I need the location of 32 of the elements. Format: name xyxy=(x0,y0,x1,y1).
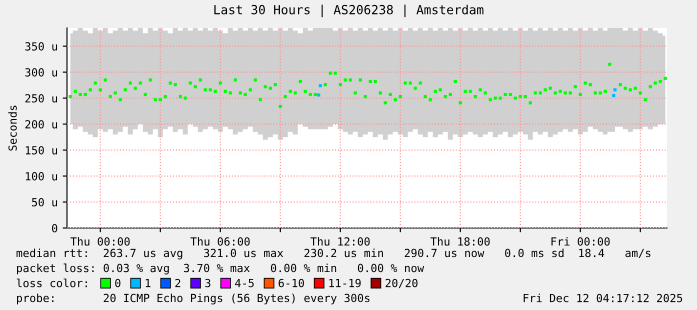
point xyxy=(612,94,616,98)
point xyxy=(317,93,320,97)
legend-label: 4-5 xyxy=(235,278,254,288)
y-tick-label: 150 u xyxy=(26,146,57,154)
x-tick-label: Thu 00:00 xyxy=(70,237,130,246)
legend-label: 1 xyxy=(146,278,150,288)
x-tick-label: Fri 00:00 xyxy=(551,237,610,246)
legend-label: 11-19 xyxy=(329,278,361,288)
legend-label: 3 xyxy=(205,278,210,288)
y-tick-label: 200 u xyxy=(25,120,57,129)
x-tick-label: Thu 12:00 xyxy=(310,237,370,246)
y-tick-label: 250 u xyxy=(25,94,57,103)
text: median rtt: 263.7 us avg 321.0 us max 230.2 us min 290.7 us now 0.0 ms sd 18.4 am/s xyxy=(16,248,650,260)
point xyxy=(613,88,617,92)
legend-title: loss color: xyxy=(16,278,87,288)
point xyxy=(318,84,322,88)
y-tick-label: 350 u xyxy=(25,42,57,51)
legend-label: 20/20 xyxy=(386,278,418,288)
y-axis-title: Seconds xyxy=(8,106,17,151)
y-tick-label: 50 u xyxy=(32,198,57,206)
x-tick-label: Thu 06:00 xyxy=(190,237,250,246)
text: probe: 20 ICMP Echo Pings (56 Bytes) every 300s xyxy=(17,294,370,304)
x-tick-label: Thu 18:00 xyxy=(430,237,490,246)
chart-title: Last 30 Hours | AS206238 | Amsterdam xyxy=(214,4,484,18)
y-tick-label: 100 u xyxy=(26,172,57,180)
legend-label: 6-10 xyxy=(278,278,304,288)
text: Fri Dec 12 04:17:12 2025 xyxy=(524,294,682,302)
legend-label: 2 xyxy=(175,278,180,288)
y-tick-label: 300 u xyxy=(25,68,57,77)
text: packet loss: 0.03 % avg 3.70 % max 0.00 % min 0.00 % now xyxy=(17,264,424,274)
y-tick-label: 0 xyxy=(52,224,58,232)
legend-label: 0 xyxy=(115,278,120,288)
